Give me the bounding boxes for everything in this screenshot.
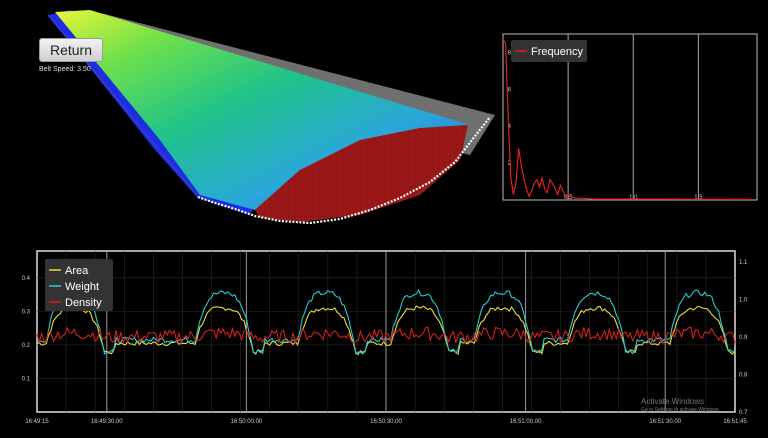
main-legend-box: [45, 259, 113, 311]
main-left-y-tick: 0.2: [22, 343, 31, 349]
main-left-y-tick: 0.1: [22, 376, 31, 382]
frequency-legend-label: Frequency: [531, 46, 583, 58]
belt-speed-readout: Belt Speed: 3.50: [39, 66, 91, 73]
frequency-x-tick: 1.5: [694, 195, 703, 201]
main-right-y-tick: 0.9: [739, 335, 748, 341]
belt-surface-render: [47, 10, 495, 225]
frequency-y-tick: 6: [508, 87, 512, 93]
main-right-y-tick: 1.1: [739, 260, 748, 266]
main-legend: Area Weight Density: [45, 259, 113, 311]
main-legend-label: Area: [65, 265, 89, 277]
belt-speed-label: Belt Speed:: [39, 66, 76, 73]
main-x-tick: 16:49:15: [25, 419, 49, 425]
main-series-line-weight: [36, 288, 736, 355]
belt-scan-3d-view: Return Belt Speed: 3.50: [0, 0, 500, 240]
frequency-legend-box: [511, 40, 587, 62]
main-right-y-tick: 0.7: [739, 410, 748, 416]
main-x-tick: 16:50:30.00: [370, 419, 402, 425]
main-right-y-tick: 0.8: [739, 373, 748, 379]
windows-activation-watermark: Activate Windows Go to Settings to activ…: [641, 397, 720, 413]
main-left-y-tick: 0.3: [22, 309, 31, 315]
frequency-chart: 0.5 1.0 1.5 2 4 6 8 Frequency: [501, 32, 759, 205]
main-left-y-tick: 0.4: [22, 276, 31, 282]
frequency-y-tick: 8: [508, 50, 512, 56]
watermark-title: Activate Windows: [641, 397, 705, 406]
frequency-legend: Frequency: [511, 40, 587, 62]
time-series-chart: 0.1 0.2 0.3 0.4 0.7 0.8 0.9 1.0 1.1 16:49:15 16:49…: [0, 247, 768, 433]
frequency-x-tick: 1.0: [629, 195, 638, 201]
main-x-tick: 16:51:00.00: [510, 419, 542, 425]
main-x-tick: 16:51:45: [723, 419, 747, 425]
time-series-chart-svg: 0.1 0.2 0.3 0.4 0.7 0.8 0.9 1.0 1.1 16:49:15 16:49…: [22, 250, 748, 425]
main-series-line-density: [36, 326, 736, 346]
main-x-tick: 16:49:30.00: [91, 419, 123, 425]
belt-speed-value: 3.50: [77, 66, 91, 73]
return-button[interactable]: Return: [39, 38, 103, 62]
frequency-series-line: [502, 39, 751, 200]
frequency-x-tick: 0.5: [564, 195, 573, 201]
frequency-y-tick: 4: [508, 124, 512, 130]
main-x-tick: 16:51:30.00: [649, 419, 681, 425]
main-legend-label: Weight: [65, 281, 99, 293]
main-right-y-tick: 1.0: [739, 298, 748, 304]
main-legend-label: Density: [65, 297, 102, 309]
watermark-subtitle: Go to Settings to activate Windows.: [641, 407, 720, 413]
main-x-tick: 16:50:00.00: [231, 419, 263, 425]
